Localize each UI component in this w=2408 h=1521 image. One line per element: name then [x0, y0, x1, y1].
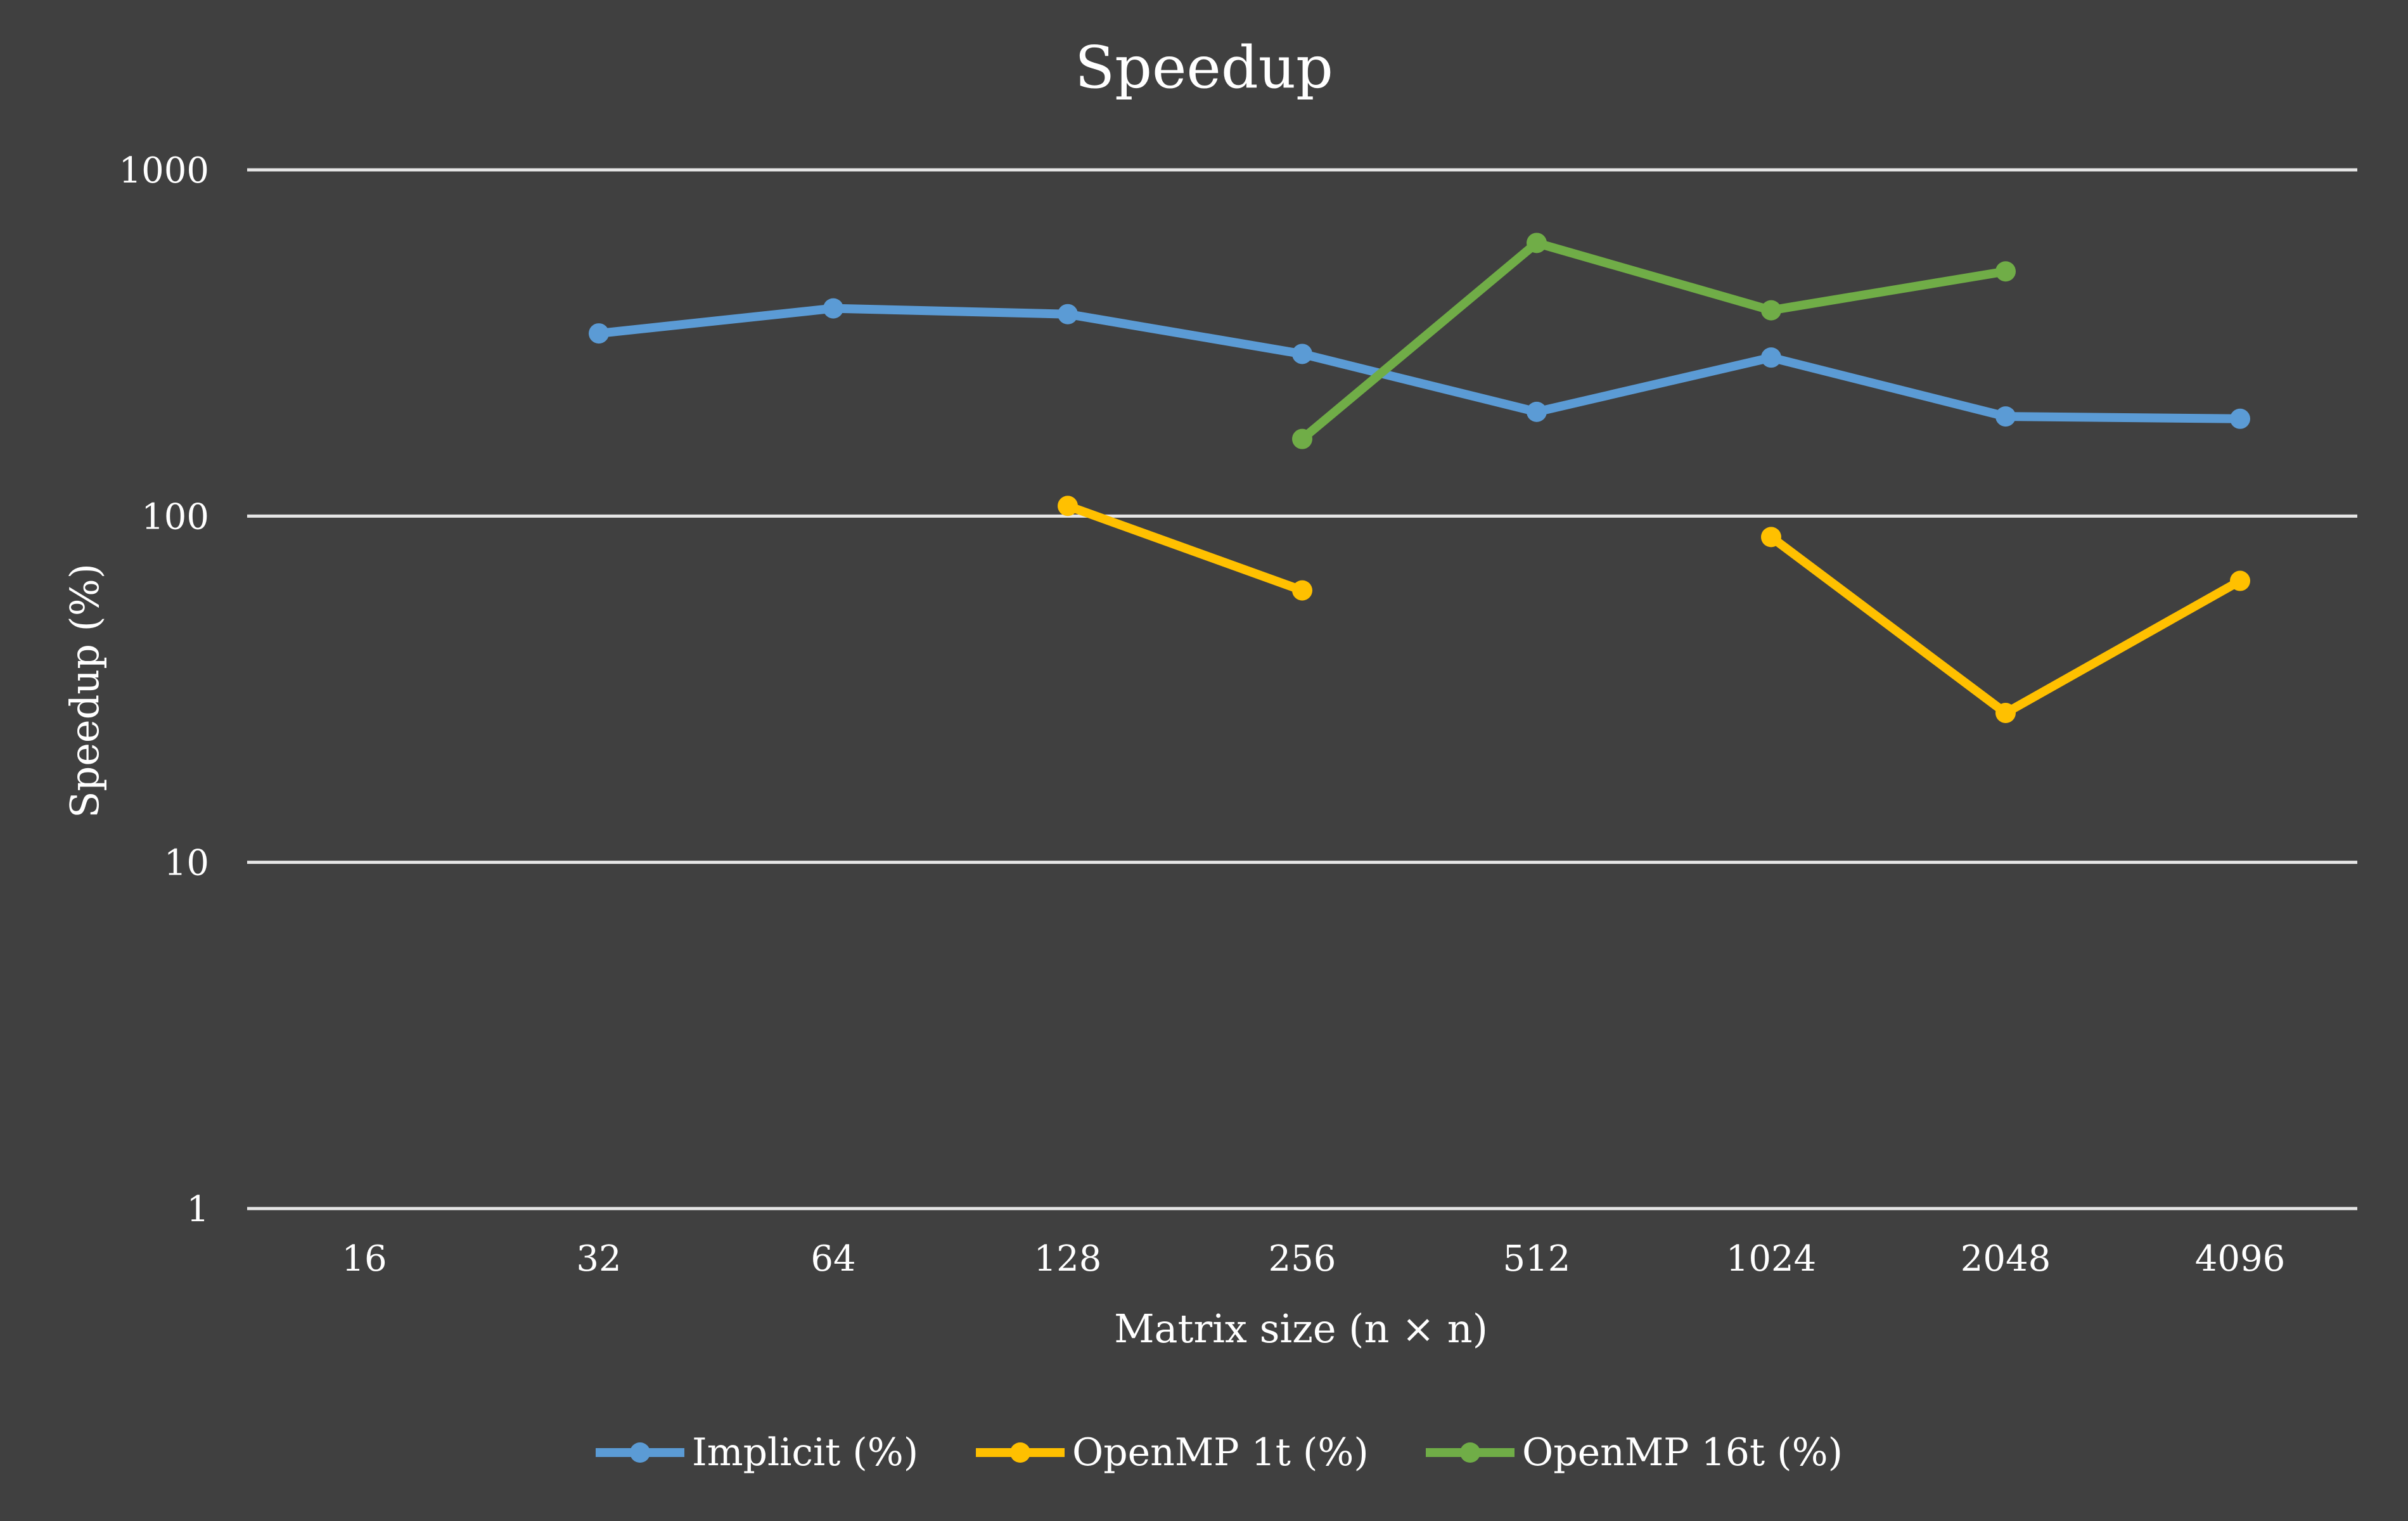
legend-swatch-marker	[630, 1442, 650, 1463]
data-point	[1292, 428, 1312, 449]
data-point	[1995, 406, 2016, 427]
y-axis-title: Speedup (%)	[61, 563, 108, 818]
series-2	[1292, 233, 2016, 449]
y-tick-label: 1	[186, 1189, 209, 1230]
legend-swatch-marker	[1460, 1442, 1480, 1463]
x-tick-label: 64	[810, 1238, 855, 1280]
series-line	[594, 304, 2245, 423]
series-line	[1063, 501, 1307, 595]
x-tick-label: 2048	[1961, 1238, 2051, 1280]
legend-item-2: OpenMP 16t (%)	[1426, 1430, 1843, 1475]
data-point	[1761, 527, 1781, 548]
x-axis-ticks: 16 32 64 128 256 512 1024 2048 4096	[342, 1238, 2285, 1280]
data-point	[1761, 347, 1781, 368]
legend-item-0: Implicit (%)	[596, 1430, 918, 1475]
data-point	[589, 323, 609, 344]
data-point	[2230, 408, 2250, 429]
series-1	[1058, 496, 2250, 723]
legend-label: OpenMP 1t (%)	[1072, 1430, 1369, 1475]
data-point	[1292, 580, 1312, 601]
x-tick-label: 4096	[2195, 1238, 2286, 1280]
legend: Implicit (%) OpenMP 1t (%) OpenMP 16t (%)	[596, 1430, 1843, 1475]
data-point	[1527, 401, 1547, 422]
data-point	[1995, 261, 2016, 282]
x-tick-label: 512	[1503, 1238, 1571, 1280]
y-tick-label: 1000	[118, 150, 209, 191]
legend-label: Implicit (%)	[692, 1430, 918, 1475]
data-series	[589, 233, 2250, 723]
gridlines	[247, 168, 2357, 1210]
legend-item-1: OpenMP 1t (%)	[976, 1430, 1369, 1475]
legend-swatch-marker	[1010, 1442, 1030, 1463]
data-point	[1292, 343, 1312, 364]
y-axis-ticks: 1 10 100 1000	[118, 150, 209, 1230]
x-axis-title: Matrix size (n × n)	[1114, 1306, 1488, 1352]
legend-label: OpenMP 16t (%)	[1522, 1430, 1843, 1475]
data-point	[1995, 702, 2016, 723]
y-tick-label: 10	[164, 843, 209, 884]
data-point	[2230, 570, 2250, 591]
x-tick-label: 16	[342, 1238, 387, 1280]
data-point	[1761, 300, 1781, 321]
x-tick-label: 256	[1269, 1238, 1336, 1280]
chart-title: Speedup	[1075, 34, 1333, 101]
x-tick-label: 128	[1034, 1238, 1102, 1280]
x-tick-label: 32	[576, 1238, 621, 1280]
series-0	[589, 298, 2250, 429]
data-point	[823, 298, 843, 319]
data-point	[1527, 233, 1547, 254]
series-line	[1298, 238, 2010, 444]
y-tick-label: 100	[141, 496, 209, 537]
data-point	[1058, 496, 1078, 517]
data-point	[1058, 304, 1078, 324]
x-tick-label: 1024	[1726, 1238, 1817, 1280]
